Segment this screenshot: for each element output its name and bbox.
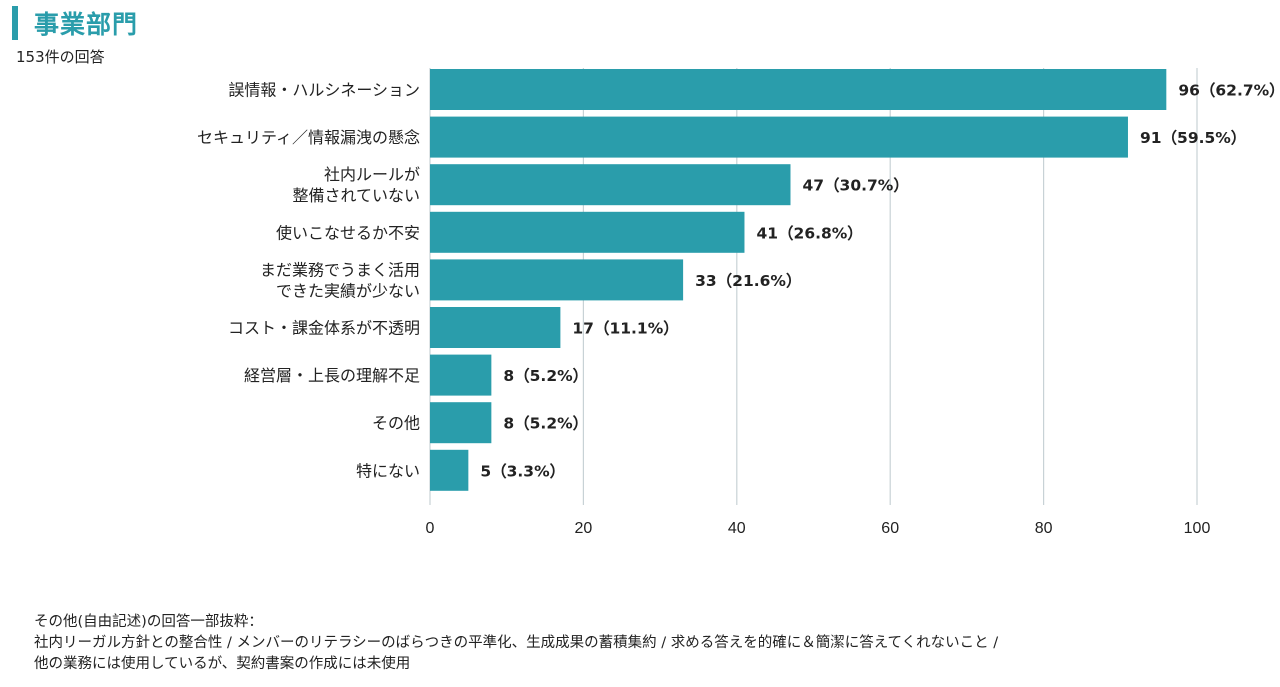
- value-label: 91（59.5%）: [1140, 129, 1246, 147]
- bar: [430, 449, 469, 491]
- bar: [430, 307, 561, 348]
- x-tick-label: 20: [575, 520, 593, 537]
- value-label: 33（21.6%）: [695, 272, 801, 290]
- value-label: 96（62.7%）: [1178, 82, 1280, 100]
- chart-title: 事業部門: [34, 10, 139, 39]
- response-count: 153件の回答: [16, 48, 105, 66]
- bar: [430, 354, 492, 396]
- category-label: セキュリティ／情報漏洩の懸念: [197, 128, 420, 147]
- category-label: できた実績が少ない: [276, 281, 420, 300]
- value-label: 5（3.3%）: [480, 462, 565, 480]
- bar: [430, 116, 1128, 158]
- note-line-2: 他の業務には使用しているが、契約書案の作成には未使用: [34, 656, 411, 672]
- category-label: まだ業務でうまく活用: [260, 260, 420, 279]
- x-tick-label: 60: [881, 520, 899, 537]
- value-label: 17（11.1%）: [572, 320, 678, 338]
- bar: [430, 402, 492, 444]
- category-label: 経営層・上長の理解不足: [244, 366, 420, 385]
- note-heading: その他(自由記述)の回答一部抜粋：: [34, 614, 263, 630]
- bar: [430, 259, 684, 301]
- category-label: 整備されていない: [292, 186, 420, 205]
- value-label: 8（5.2%）: [503, 415, 588, 433]
- free-text-note: その他(自由記述)の回答一部抜粋： 社内リーガル方針との整合性 / メンバーのリ…: [34, 612, 998, 675]
- value-label: 41（26.8%）: [756, 224, 862, 242]
- category-label: コスト・課金体系が不透明: [228, 319, 420, 338]
- note-line-1: 社内リーガル方針との整合性 / メンバーのリテラシーのばらつきの平準化、生成成果…: [34, 635, 999, 651]
- value-labels: 96（62.7%） 91（59.5%） 47（30.7%） 41（26.8%） 33（2…: [480, 82, 1280, 481]
- x-axis-ticks: 0 20 40 60 80 100: [426, 520, 1211, 537]
- bar-chart: 誤情報・ハルシネーションセキュリティ／情報漏洩の懸念社内ルールが整備されていない…: [197, 68, 1280, 537]
- category-labels: 誤情報・ハルシネーションセキュリティ／情報漏洩の懸念社内ルールが整備されていない…: [197, 81, 420, 481]
- bar: [430, 164, 791, 206]
- x-tick-label: 80: [1035, 520, 1053, 537]
- x-tick-label: 0: [426, 520, 435, 537]
- category-label: 特にない: [356, 461, 420, 480]
- bar: [430, 211, 745, 253]
- category-label: その他: [372, 414, 420, 433]
- bars: [430, 69, 1167, 491]
- title-accent-bar: [12, 6, 18, 40]
- category-label: 誤情報・ハルシネーション: [228, 81, 420, 100]
- category-label: 社内ルールが: [324, 165, 420, 184]
- value-label: 47（30.7%）: [802, 177, 908, 195]
- value-label: 8（5.2%）: [503, 367, 588, 385]
- x-tick-label: 40: [728, 520, 746, 537]
- x-tick-label: 100: [1184, 520, 1211, 537]
- bar: [430, 69, 1167, 110]
- category-label: 使いこなせるか不安: [276, 223, 420, 242]
